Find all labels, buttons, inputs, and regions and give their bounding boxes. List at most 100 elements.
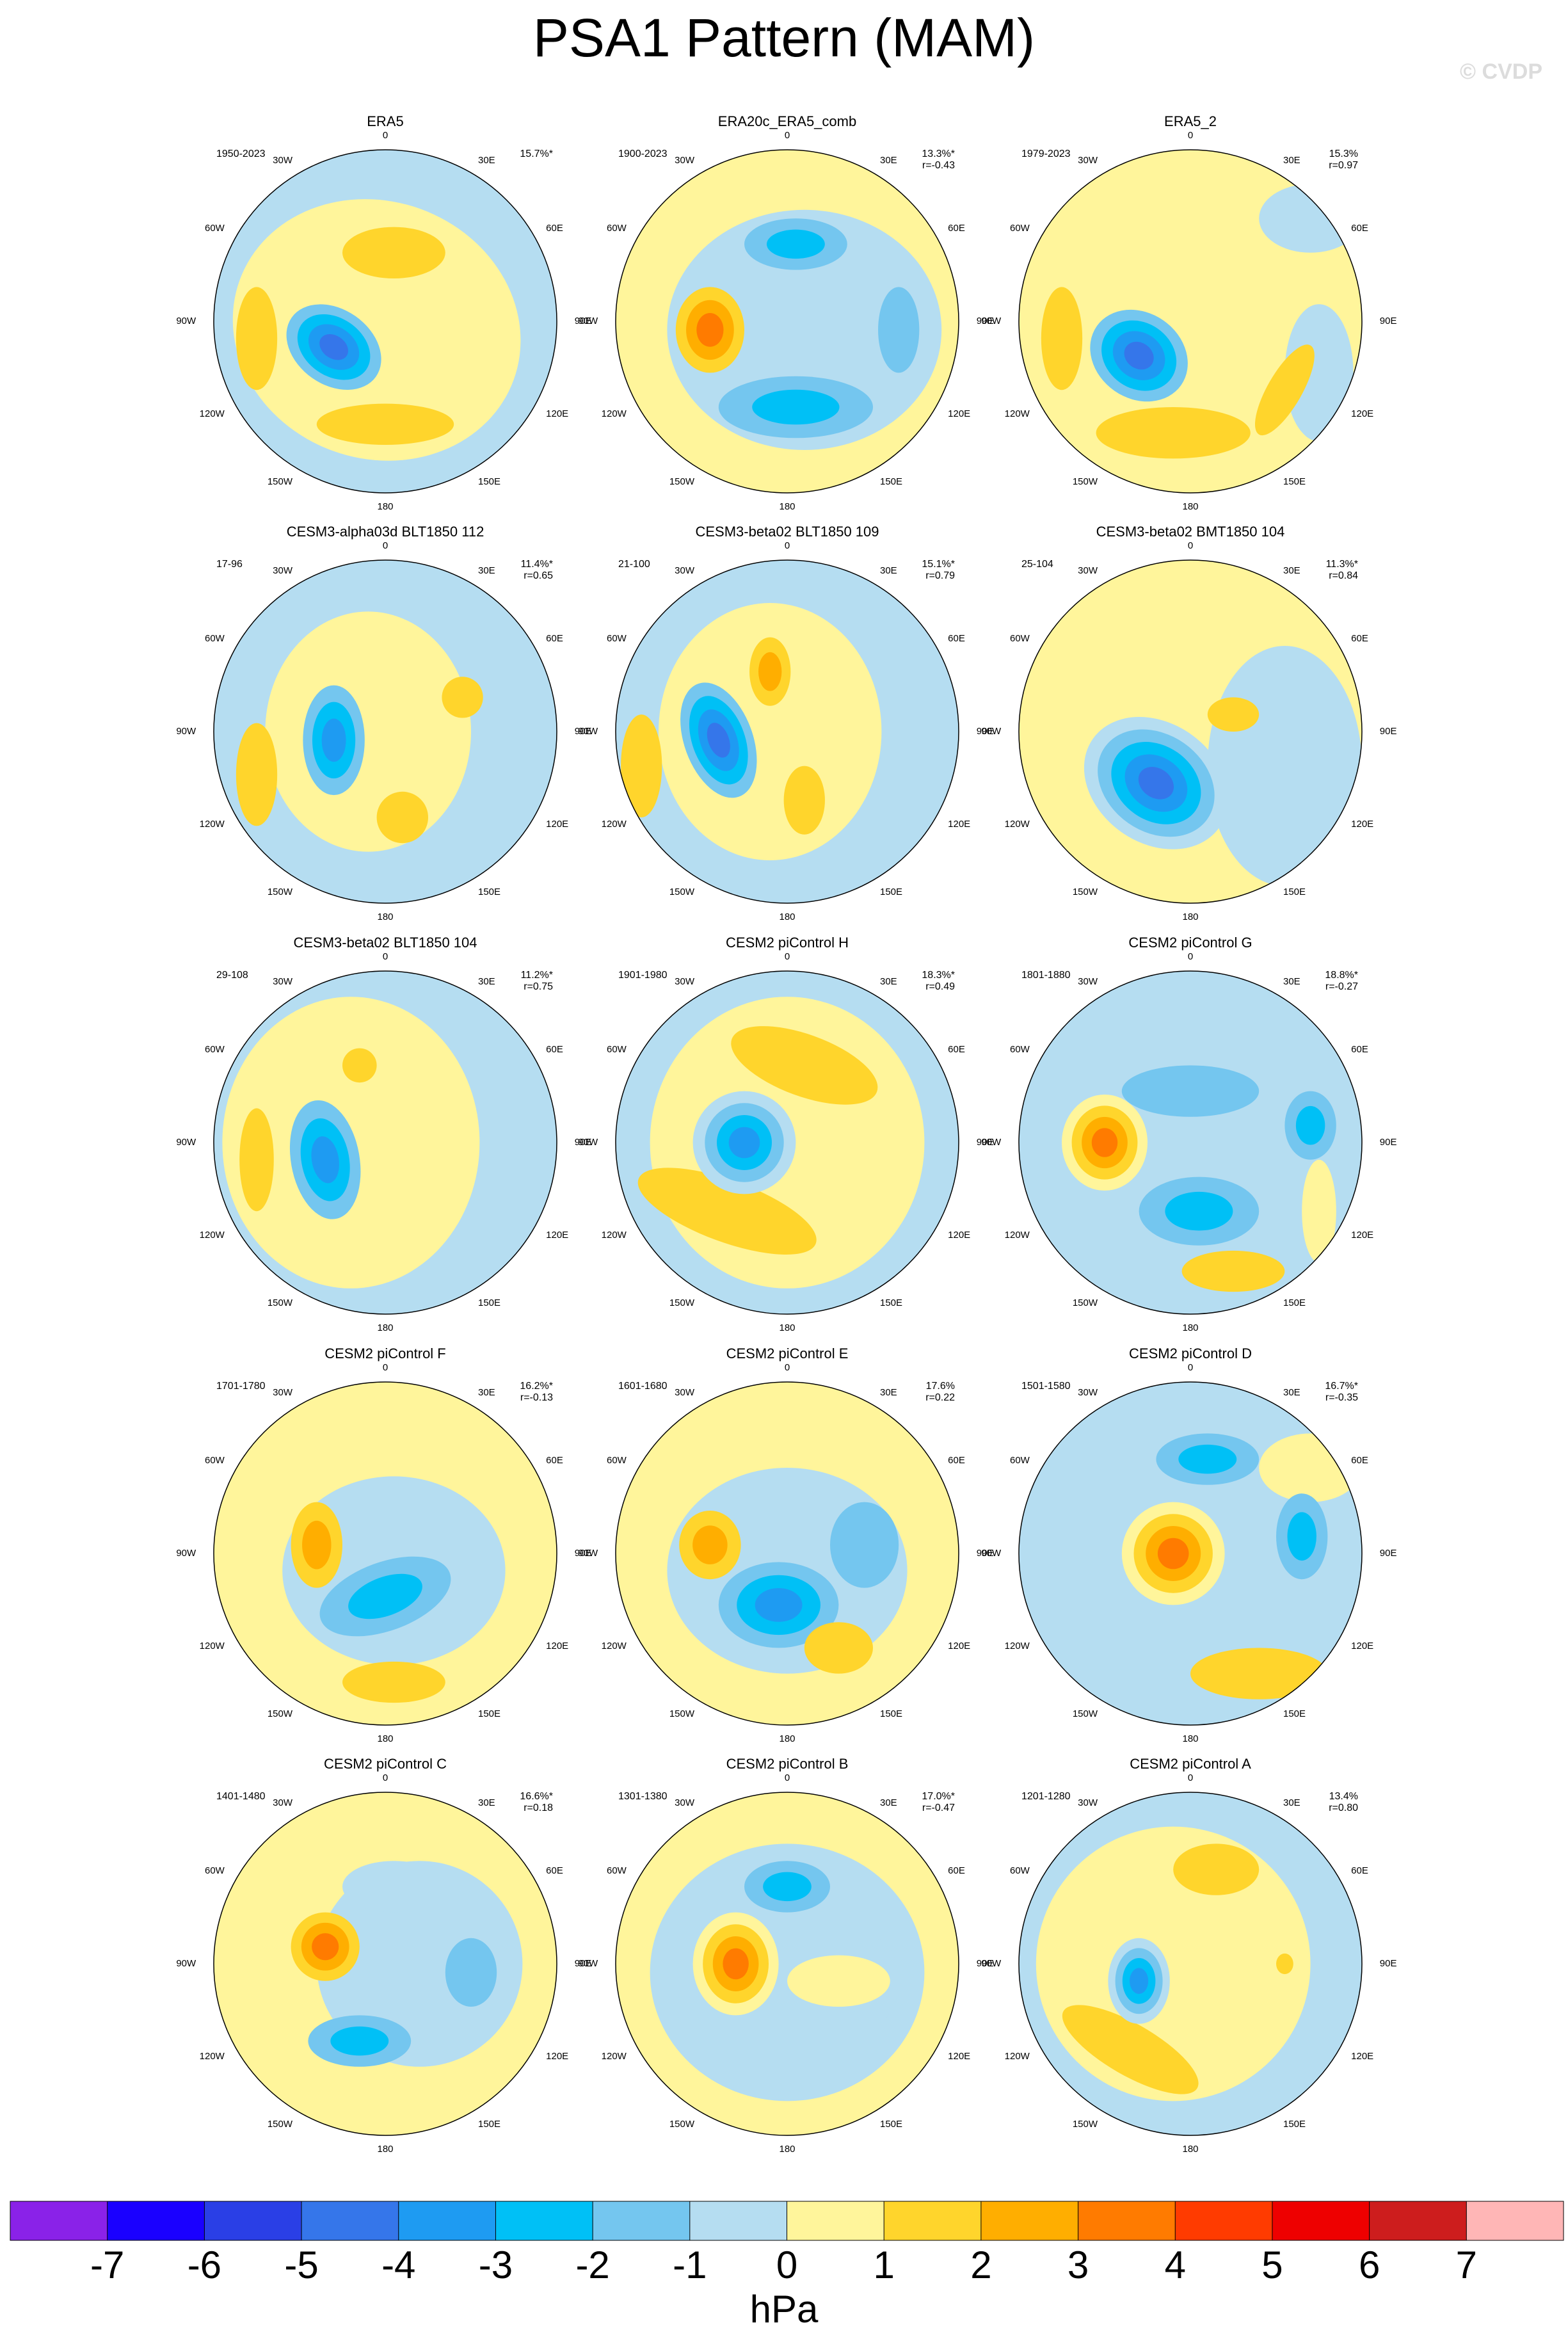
field-contour (763, 1872, 812, 1902)
field-contour (728, 1127, 760, 1159)
correlation-label: r=-0.27 (1325, 981, 1358, 992)
longitude-label: 90E (1380, 316, 1397, 326)
map-panel: CESM3-beta02 BMT1850 104 25-104 11.3%*r=0.… (981, 524, 1396, 922)
longitude-label: 60W (1010, 1455, 1030, 1466)
longitude-label: 90E (977, 1958, 994, 1969)
period-label: 25-104 (1021, 559, 1053, 570)
panel-title: CESM2 piControl C (324, 1756, 447, 1772)
field (214, 1792, 557, 2135)
longitude-label: 60W (1010, 633, 1030, 644)
longitude-label: 60W (1010, 1865, 1030, 1876)
color-box (495, 2201, 593, 2240)
map-panel: CESM3-alpha03d BLT1850 112 17-96 11.4%*r=0… (176, 524, 591, 922)
tick-label: -5 (284, 2244, 318, 2286)
longitude-label: 30E (880, 155, 897, 166)
panel-title: CESM2 piControl B (726, 1756, 849, 1772)
longitude-label: 150W (268, 887, 293, 897)
field-contour (312, 1933, 339, 1961)
longitude-label: 150E (1283, 476, 1306, 487)
longitude-label: 90W (578, 1548, 598, 1559)
longitude-label: 120W (200, 2051, 225, 2062)
field-contour (878, 287, 920, 373)
field-contour (1157, 1538, 1189, 1570)
field-contour (758, 652, 782, 691)
map-border (615, 559, 959, 904)
longitude-label: 0 (383, 540, 388, 551)
longitude-label: 90W (176, 316, 196, 326)
field-contour (723, 1948, 749, 1980)
longitude-label: 30W (1078, 155, 1098, 166)
field (616, 971, 959, 1314)
longitude-label: 150E (880, 887, 902, 897)
tick-label: -6 (188, 2244, 221, 2286)
longitude-label: 0 (785, 1772, 790, 1783)
field-contour (1259, 184, 1362, 253)
color-box (980, 2201, 1078, 2240)
longitude-label: 60E (546, 1865, 563, 1876)
longitude-label: 180 (779, 1322, 795, 1333)
longitude-label: 120E (546, 1641, 568, 1651)
longitude-label: 30E (478, 565, 495, 576)
map-border (1018, 149, 1363, 494)
map-border (615, 1792, 959, 2136)
longitude-label: 180 (1182, 501, 1198, 512)
tick-label: 5 (1261, 2244, 1283, 2286)
tick-label: 4 (1165, 2244, 1186, 2286)
longitude-label: 60E (948, 633, 965, 644)
longitude-label: 90E (1380, 1958, 1397, 1969)
tick-label: 0 (776, 2244, 797, 2286)
longitude-label: 150E (1283, 2119, 1306, 2130)
field-contour (830, 1502, 899, 1588)
field-contour (232, 199, 521, 461)
tick-label: 7 (1456, 2244, 1477, 2286)
longitude-label: 180 (377, 1733, 393, 1744)
panel-title: CESM3-beta02 BMT1850 104 (1096, 524, 1285, 540)
period-label: 1950-2023 (216, 149, 266, 159)
longitude-label: 150W (669, 476, 695, 487)
longitude-label: 60W (205, 1865, 225, 1876)
map-panel: CESM2 piControl C 1401-1480 16.6%*r=0.18 0 3… (176, 1756, 591, 2155)
field-contour (1096, 407, 1251, 459)
longitude-label: 120W (200, 1230, 225, 1241)
field-contour (707, 723, 730, 758)
correlation-label: r=0.80 (1329, 1803, 1358, 1813)
longitude-label: 60E (546, 633, 563, 644)
longitude-label: 90W (981, 726, 1002, 737)
longitude-label: 90E (1380, 726, 1397, 737)
correlation-label: r=0.49 (925, 981, 955, 992)
longitude-label: 60E (948, 223, 965, 234)
field-contour (1124, 341, 1154, 370)
longitude-label: 0 (785, 1362, 790, 1373)
field (1019, 1792, 1362, 2135)
correlation-label: r=0.65 (524, 570, 553, 581)
field-contour (342, 1048, 377, 1083)
longitude-label: 150E (478, 887, 500, 897)
field-contour (1207, 697, 1260, 732)
longitude-label: 0 (785, 540, 790, 551)
longitude-label: 90W (578, 726, 598, 737)
period-label: 1900-2023 (618, 149, 668, 159)
field-contour (692, 1525, 728, 1564)
field-contour (1254, 344, 1315, 436)
tick-label: -2 (575, 2244, 609, 2286)
period-label: 1701-1780 (216, 1381, 266, 1392)
field-contour (752, 389, 840, 425)
longitude-label: 90W (578, 1958, 598, 1969)
variance-label: 13.4% (1329, 1791, 1358, 1802)
longitude-label: 90E (1380, 1548, 1397, 1559)
field-contour (696, 313, 724, 347)
longitude-label: 0 (1188, 951, 1193, 962)
color-box (107, 2201, 205, 2240)
longitude-label: 150W (268, 1708, 293, 1719)
color-box (689, 2201, 787, 2240)
period-label: 21-100 (618, 559, 650, 570)
panel-title: CESM2 piControl H (726, 935, 849, 951)
longitude-label: 120E (948, 408, 970, 419)
longitude-label: 30W (675, 1797, 695, 1808)
field-contour (1178, 1444, 1237, 1474)
longitude-label: 60E (1351, 633, 1368, 644)
longitude-label: 30E (880, 1797, 897, 1808)
longitude-label: 180 (377, 1322, 393, 1333)
field-contour (319, 334, 348, 360)
